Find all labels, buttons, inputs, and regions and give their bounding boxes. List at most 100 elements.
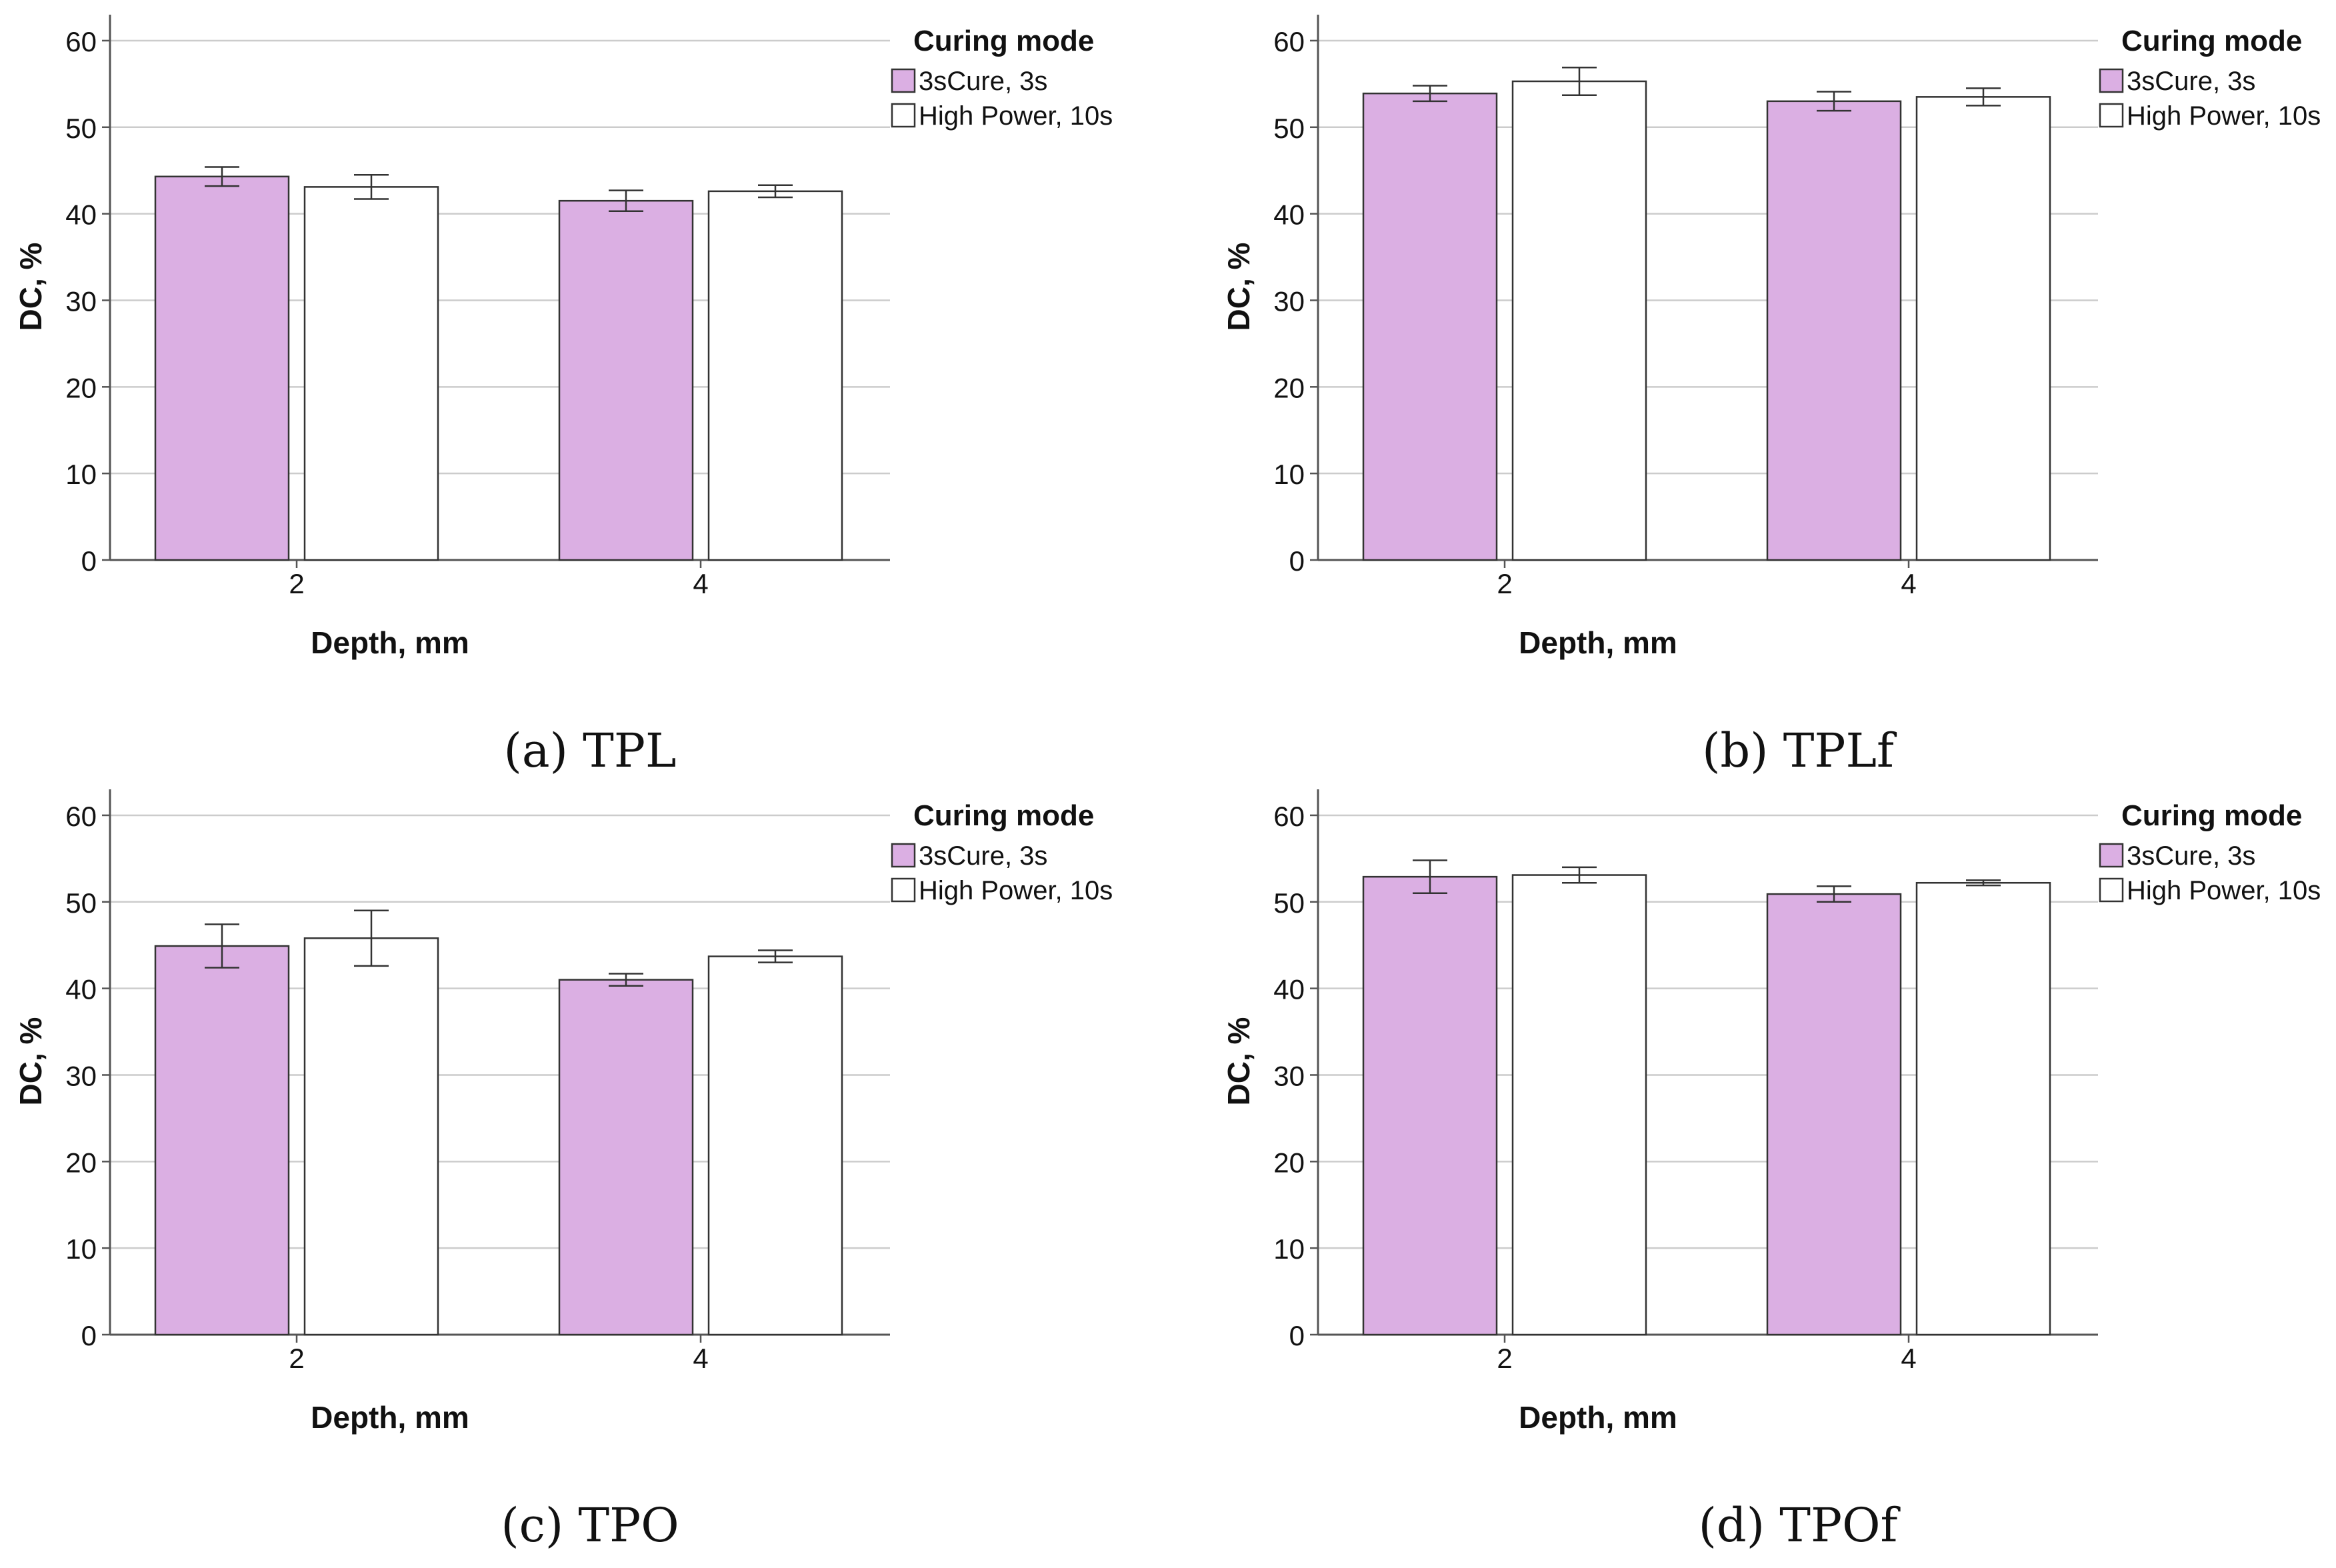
- y-tick-label: 10: [65, 459, 97, 490]
- y-tick-label: 30: [65, 285, 97, 317]
- y-tick-label: 50: [65, 887, 97, 919]
- y-tick-label: 40: [1273, 199, 1305, 231]
- error-bar: [205, 166, 239, 187]
- legend-title: Curing mode: [913, 799, 1094, 832]
- legend: Curing mode 3sCure, 3s High Power, 10s: [891, 25, 1113, 131]
- error-bar: [609, 973, 643, 987]
- x-axis-title: Depth, mm: [311, 1400, 469, 1435]
- error-bar: [1817, 885, 1851, 903]
- y-tick-label: 10: [1273, 1233, 1305, 1265]
- x-axis-title: Depth, mm: [1519, 625, 1677, 660]
- y-tick-label: 20: [65, 372, 97, 403]
- legend: Curing mode 3sCure, 3s High Power, 10s: [2099, 25, 2321, 131]
- y-tick-label: 30: [65, 1060, 97, 1091]
- y-tick-label: 0: [1289, 1320, 1305, 1351]
- error-bar: [354, 909, 389, 967]
- legend-label: 3sCure, 3s: [919, 67, 1047, 96]
- bar-high-power-depth-2: [303, 186, 439, 561]
- legend-label: High Power, 10s: [919, 876, 1113, 905]
- panel-caption: (c) TPO: [501, 1498, 679, 1553]
- error-bar: [205, 923, 239, 969]
- legend-title: Curing mode: [2121, 25, 2302, 57]
- y-tick-label: 40: [1273, 974, 1305, 1005]
- error-bar: [1562, 66, 1597, 97]
- bar-high-power-depth-2: [1511, 874, 1647, 1336]
- legend-title: Curing mode: [2121, 799, 2302, 832]
- bar-3scure-depth-2: [154, 175, 290, 561]
- y-tick-label: 0: [1289, 545, 1305, 577]
- bar-high-power-depth-4: [707, 190, 843, 561]
- bar-3scure-depth-2: [154, 945, 290, 1336]
- error-bar: [1413, 85, 1447, 103]
- legend-swatch: [891, 877, 916, 903]
- bar-high-power-depth-2: [1511, 80, 1647, 561]
- legend-label: High Power, 10s: [919, 101, 1113, 131]
- x-axis-title: Depth, mm: [311, 625, 469, 660]
- y-axis-title: DC, %: [1221, 1017, 1256, 1106]
- error-bar: [609, 189, 643, 212]
- x-tick-label: 4: [693, 568, 708, 599]
- y-tick-label: 60: [65, 801, 97, 832]
- legend-swatch: [891, 103, 916, 128]
- error-bar: [758, 184, 793, 199]
- legend-swatch: [891, 68, 916, 93]
- legend-label: 3sCure, 3s: [2127, 841, 2255, 871]
- y-tick-label: 20: [1273, 1147, 1305, 1178]
- bar-high-power-depth-2: [303, 937, 439, 1336]
- error-bar: [1562, 866, 1597, 884]
- bar-3scure-depth-2: [1362, 875, 1498, 1336]
- panel-caption: (a) TPL: [504, 723, 677, 778]
- y-tick-label: 20: [65, 1147, 97, 1178]
- error-bar: [1413, 859, 1447, 895]
- bar-3scure-depth-4: [558, 199, 694, 561]
- legend-label: High Power, 10s: [2127, 876, 2321, 905]
- x-axis-title: Depth, mm: [1519, 1400, 1677, 1435]
- chart-panel-3: 0 10 20 30 40 50 60 2 4 Depth, mm DC, % Curing mode…: [13, 789, 1113, 1553]
- y-axis-title: DC, %: [1221, 243, 1256, 331]
- bar-high-power-depth-4: [1915, 881, 2051, 1336]
- y-tick-label: 60: [1273, 26, 1305, 57]
- bar-3scure-depth-4: [1766, 100, 1902, 561]
- panel-caption: (d) TPOf: [1699, 1498, 1901, 1553]
- chart-panel-1: 0 10 20 30 40 50 60 2 4 Depth, mm DC, % Curing mode…: [13, 15, 1113, 778]
- bar-3scure-depth-4: [558, 979, 694, 1336]
- chart-panel-4: 0 10 20 30 40 50 60 2 4 Depth, mm DC, % Curing mode…: [1221, 789, 2321, 1553]
- y-tick-label: 40: [65, 974, 97, 1005]
- y-axis-title: DC, %: [13, 243, 48, 331]
- error-bar: [1966, 87, 2001, 107]
- y-tick-label: 50: [1273, 887, 1305, 919]
- legend-swatch: [2099, 68, 2124, 93]
- panel-caption: (b) TPLf: [1702, 723, 1897, 778]
- error-bar: [758, 949, 793, 963]
- legend-swatch: [2099, 103, 2124, 128]
- legend-label: High Power, 10s: [2127, 101, 2321, 131]
- bar-high-power-depth-4: [1915, 96, 2051, 561]
- y-tick-label: 10: [65, 1233, 97, 1265]
- y-tick-label: 60: [1273, 801, 1305, 832]
- legend: Curing mode 3sCure, 3s High Power, 10s: [891, 799, 1113, 905]
- y-tick-label: 60: [65, 26, 97, 57]
- x-tick-label: 2: [289, 568, 304, 599]
- y-tick-label: 30: [1273, 285, 1305, 317]
- legend-title: Curing mode: [913, 25, 1094, 57]
- legend-label: 3sCure, 3s: [2127, 67, 2255, 96]
- legend: Curing mode 3sCure, 3s High Power, 10s: [2099, 799, 2321, 905]
- x-tick-label: 2: [1497, 568, 1512, 599]
- bar-high-power-depth-4: [707, 955, 843, 1336]
- bar-3scure-depth-2: [1362, 92, 1498, 561]
- y-tick-label: 20: [1273, 372, 1305, 403]
- y-tick-label: 30: [1273, 1060, 1305, 1091]
- x-tick-label: 2: [289, 1343, 304, 1374]
- y-tick-label: 0: [81, 1320, 97, 1351]
- y-tick-label: 50: [1273, 113, 1305, 144]
- legend-label: 3sCure, 3s: [919, 841, 1047, 871]
- x-tick-label: 4: [693, 1343, 708, 1374]
- x-tick-label: 4: [1901, 568, 1916, 599]
- y-axis-title: DC, %: [13, 1017, 48, 1106]
- y-tick-label: 0: [81, 545, 97, 577]
- chart-panel-2: 0 10 20 30 40 50 60 2 4 Depth, mm DC, % Curing mode…: [1221, 15, 2321, 778]
- error-bar: [1817, 91, 1851, 112]
- y-tick-label: 10: [1273, 459, 1305, 490]
- legend-swatch: [2099, 877, 2124, 903]
